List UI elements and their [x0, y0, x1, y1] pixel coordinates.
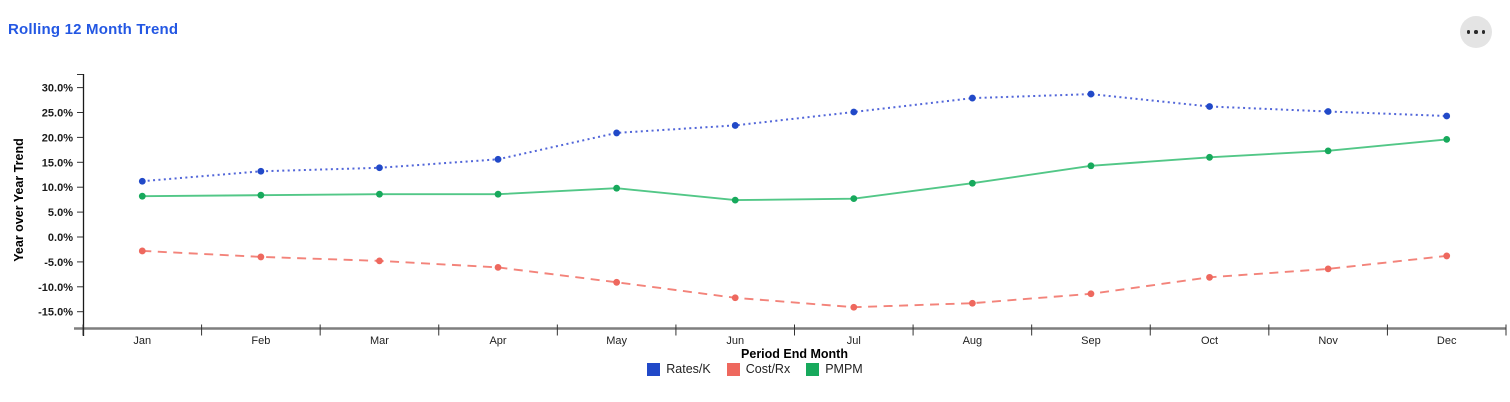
- legend-item-rates-k[interactable]: Rates/K: [647, 362, 711, 376]
- data-point-pmpm-feb[interactable]: [257, 191, 265, 199]
- data-point-pmpm-sep[interactable]: [1087, 162, 1095, 170]
- x-tick-label: May: [606, 335, 627, 347]
- y-tick-label: 15.0%: [42, 157, 73, 169]
- legend-swatch-rates-k: [647, 362, 661, 376]
- data-point-pmpm-may[interactable]: [613, 184, 621, 192]
- data-point-pmpm-dec[interactable]: [1443, 135, 1451, 143]
- data-point-cost-rx-mar[interactable]: [376, 257, 383, 265]
- legend-item-pmpm[interactable]: PMPM: [806, 362, 863, 376]
- data-point-rates-k-sep[interactable]: [1087, 90, 1095, 98]
- y-axis-title: Year over Year Trend: [12, 138, 26, 262]
- data-point-cost-rx-may[interactable]: [613, 278, 621, 286]
- data-point-cost-rx-aug[interactable]: [968, 299, 976, 307]
- x-axis-title: Period End Month: [741, 347, 848, 361]
- data-point-rates-k-feb[interactable]: [257, 167, 265, 175]
- legend-swatch-pmpm: [806, 362, 820, 376]
- data-point-rates-k-apr[interactable]: [494, 155, 502, 163]
- x-tick-label: Mar: [370, 335, 389, 347]
- data-point-cost-rx-apr[interactable]: [494, 263, 502, 271]
- data-point-rates-k-may[interactable]: [613, 129, 621, 137]
- x-tick-label: Dec: [1437, 335, 1457, 347]
- x-tick-label: Feb: [251, 335, 270, 347]
- x-tick-label: Nov: [1318, 335, 1338, 347]
- x-tick-label: Oct: [1201, 335, 1218, 347]
- data-point-rates-k-jan[interactable]: [138, 177, 146, 185]
- data-point-pmpm-jan[interactable]: [138, 192, 146, 200]
- x-tick-label: Jan: [133, 335, 151, 347]
- data-point-cost-rx-feb[interactable]: [257, 253, 265, 261]
- y-tick-label: -15.0%: [38, 307, 73, 319]
- data-point-cost-rx-sep[interactable]: [1087, 290, 1095, 298]
- data-point-cost-rx-nov[interactable]: [1324, 265, 1332, 273]
- data-point-cost-rx-oct[interactable]: [1206, 273, 1213, 281]
- data-point-rates-k-jul[interactable]: [850, 108, 858, 116]
- options-menu-button[interactable]: [1460, 16, 1492, 48]
- legend-swatch-cost-rx: [726, 362, 740, 376]
- data-point-cost-rx-jan[interactable]: [138, 247, 146, 255]
- data-point-pmpm-nov[interactable]: [1324, 147, 1332, 155]
- y-tick-label: 0.0%: [48, 232, 73, 244]
- legend-label-pmpm: PMPM: [825, 362, 863, 376]
- data-point-pmpm-mar[interactable]: [376, 190, 383, 198]
- page-title: Rolling 12 Month Trend: [8, 21, 179, 38]
- data-point-rates-k-aug[interactable]: [968, 94, 976, 102]
- data-point-pmpm-jun[interactable]: [731, 196, 739, 204]
- series-line-cost-rx: [142, 249, 1447, 309]
- y-tick-label: -10.0%: [38, 282, 73, 294]
- y-tick-label: 20.0%: [42, 132, 73, 144]
- legend-label-rates-k: Rates/K: [666, 362, 711, 376]
- data-point-cost-rx-jul[interactable]: [850, 303, 858, 311]
- y-tick-label: 25.0%: [42, 108, 73, 120]
- legend-item-cost-rx[interactable]: Cost/Rx: [726, 362, 791, 376]
- y-tick-label: 10.0%: [42, 182, 73, 194]
- x-tick-label: Jul: [847, 335, 861, 347]
- data-point-cost-rx-jun[interactable]: [731, 294, 739, 302]
- data-point-pmpm-aug[interactable]: [968, 179, 976, 187]
- chart-legend: Rates/K Cost/Rx PMPM: [0, 362, 1510, 376]
- ellipsis-icon: [1460, 16, 1492, 48]
- series-line-rates-k: [142, 93, 1447, 183]
- data-point-rates-k-oct[interactable]: [1206, 103, 1213, 110]
- data-point-pmpm-jul[interactable]: [850, 195, 858, 203]
- data-point-cost-rx-dec[interactable]: [1443, 252, 1451, 260]
- y-tick-label: -5.0%: [44, 257, 73, 269]
- data-point-rates-k-nov[interactable]: [1324, 108, 1332, 115]
- x-tick-label: Apr: [489, 335, 506, 347]
- x-tick-label: Jun: [726, 335, 744, 347]
- data-point-pmpm-apr[interactable]: [494, 190, 502, 198]
- data-point-rates-k-jun[interactable]: [731, 122, 739, 129]
- x-tick-label: Sep: [1081, 335, 1101, 347]
- series-line-pmpm: [142, 138, 1447, 202]
- y-tick-label: 30.0%: [42, 83, 73, 95]
- data-point-rates-k-mar[interactable]: [376, 164, 383, 172]
- legend-label-cost-rx: Cost/Rx: [745, 362, 791, 376]
- x-tick-label: Aug: [963, 335, 983, 347]
- data-point-rates-k-dec[interactable]: [1443, 112, 1451, 120]
- data-point-pmpm-oct[interactable]: [1206, 153, 1213, 161]
- y-tick-label: 5.0%: [48, 207, 73, 219]
